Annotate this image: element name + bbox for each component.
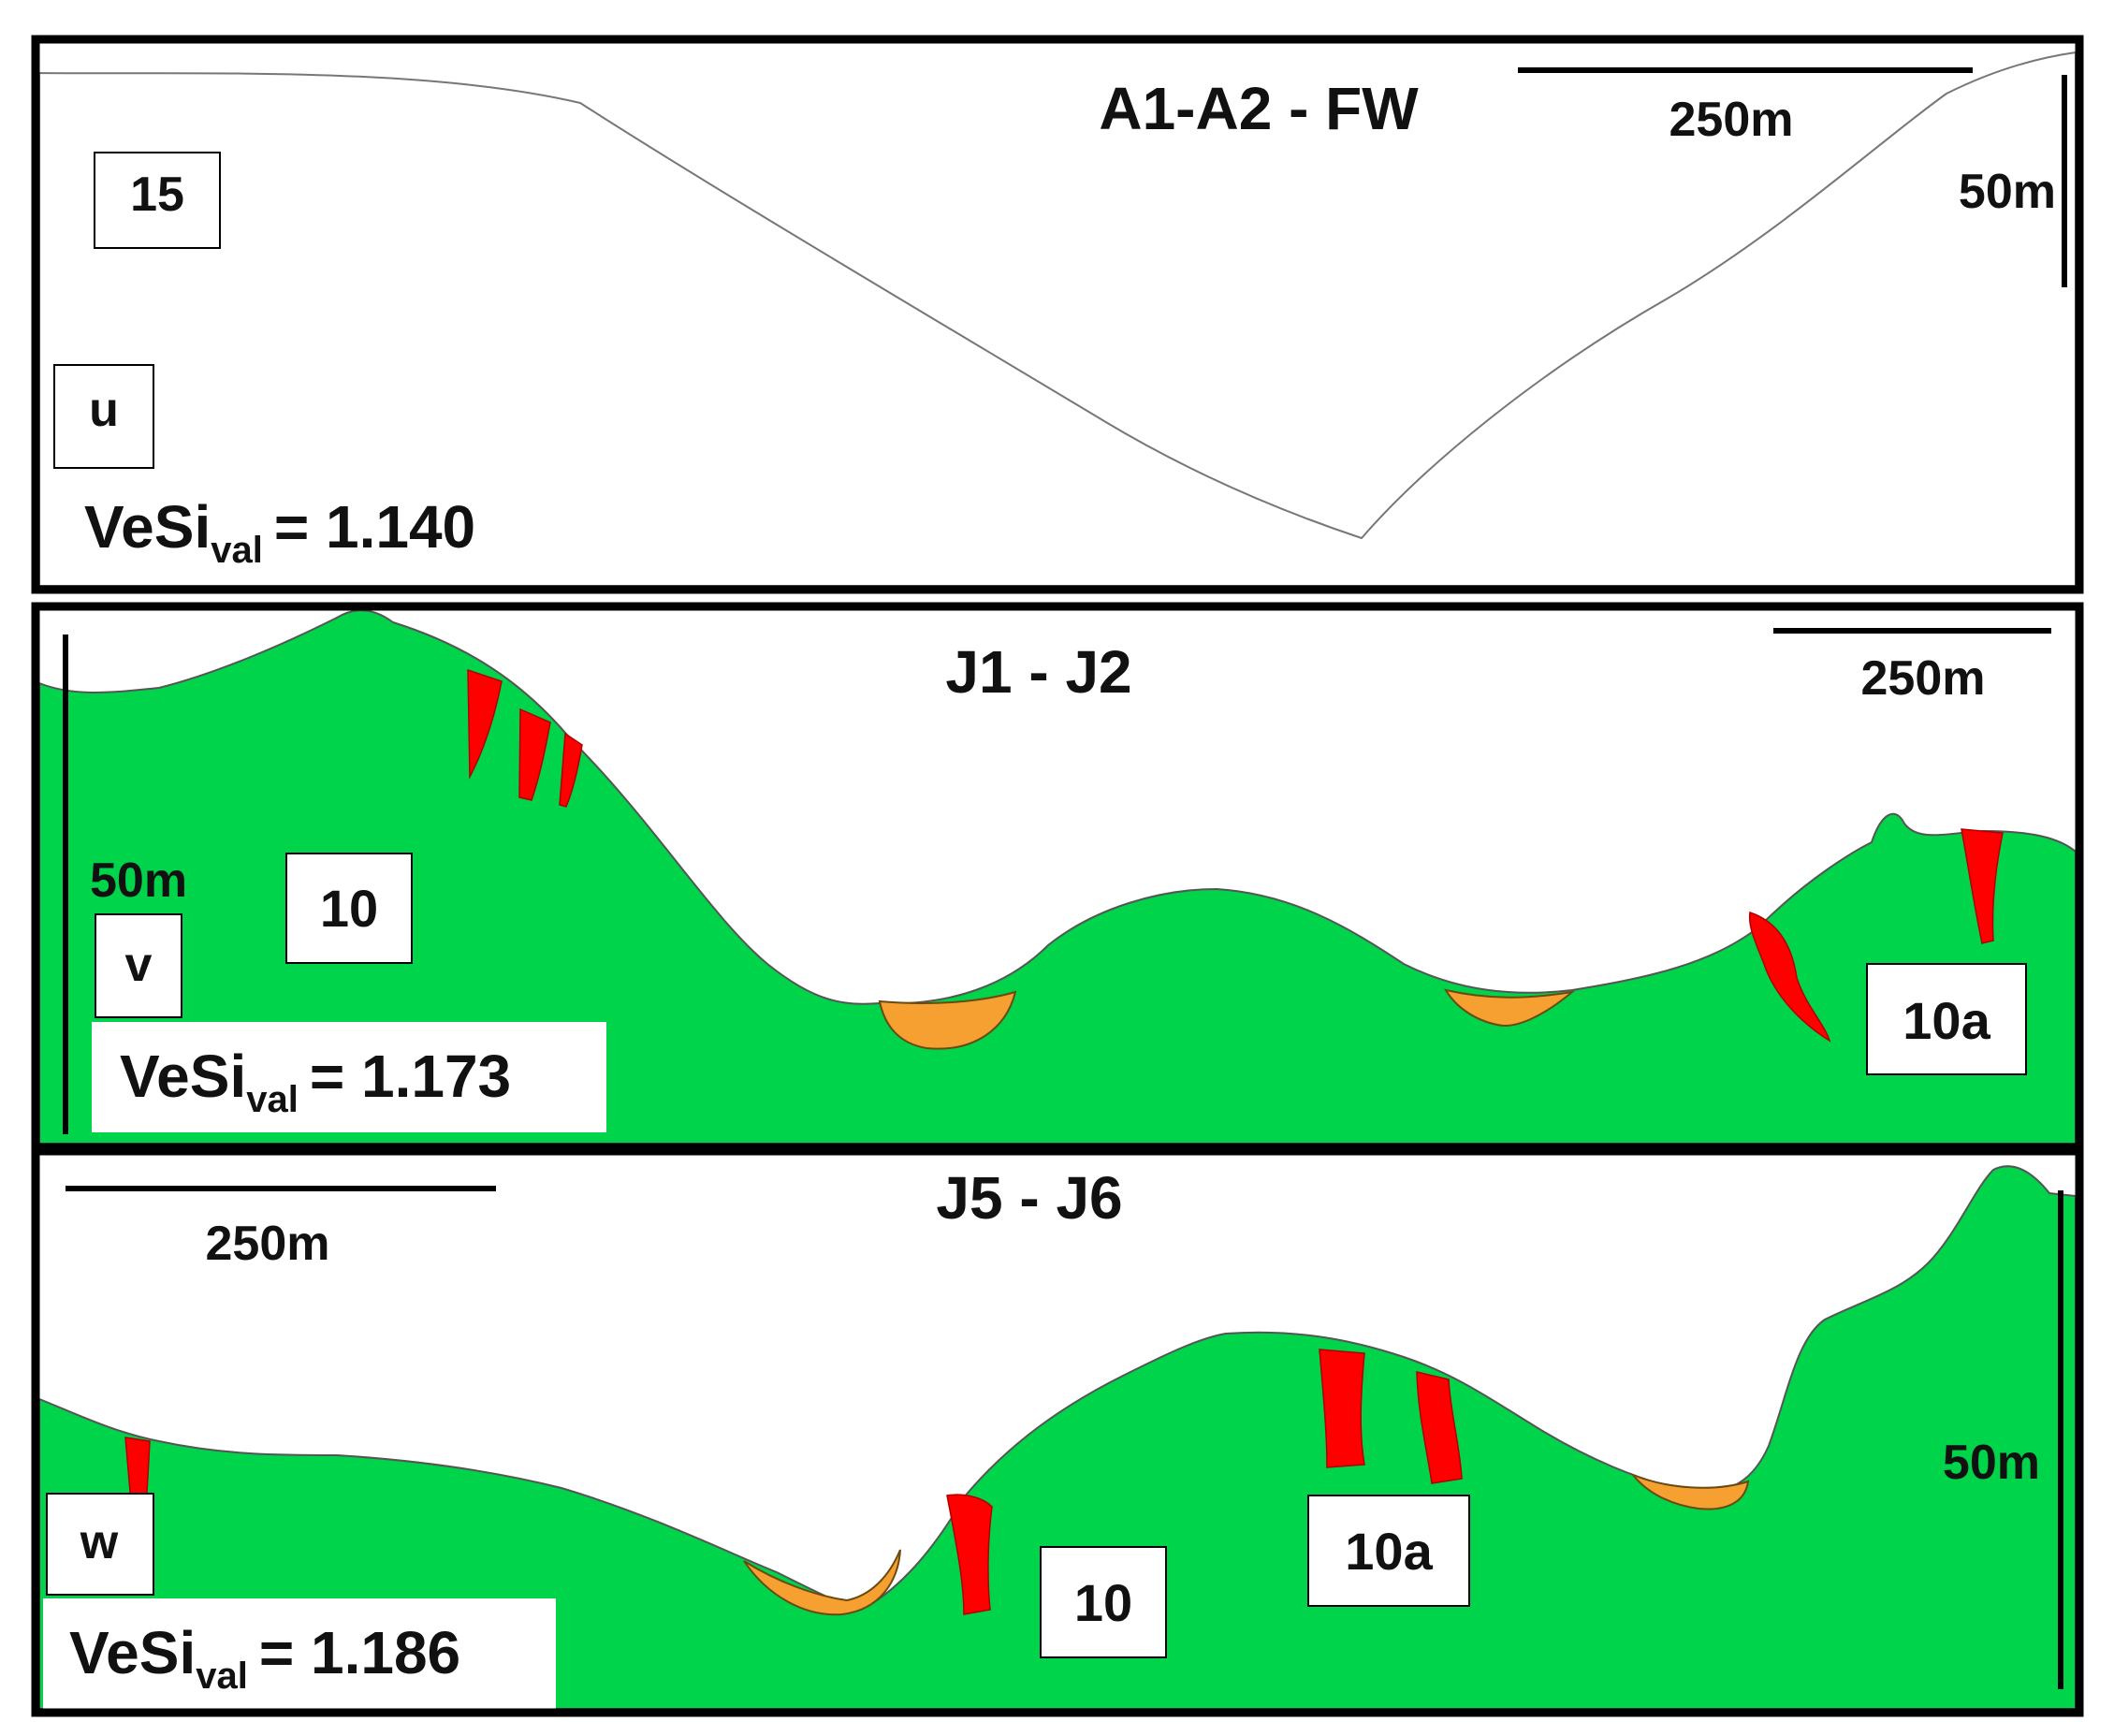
vesi-index-v: VeSival = 1.173 xyxy=(120,1043,511,1120)
vein-v-1 xyxy=(467,668,503,780)
terrain-profile-green xyxy=(38,609,2077,1145)
vertical-scale-label: 50m xyxy=(90,853,187,908)
vertical-scale-label: 50m xyxy=(1943,1436,2040,1490)
panel-frame-u xyxy=(31,35,2084,594)
vesi-index-w: VeSival = 1.186 xyxy=(69,1619,460,1697)
vein-w-4 xyxy=(1416,1371,1463,1484)
unit-label-10a: 10a xyxy=(1903,991,1990,1050)
horizontal-scale-label: 250m xyxy=(206,1217,330,1271)
index-box xyxy=(54,473,571,585)
fan-v-2 xyxy=(1443,988,1576,1027)
vesi-index-u: VeSival = 1.140 xyxy=(84,493,475,571)
panel-title-v: J1 - J2 xyxy=(945,638,1131,706)
panel-letter-u: u xyxy=(89,383,119,437)
panel-title-w: J5 - J6 xyxy=(936,1164,1122,1232)
terrain-profile-green xyxy=(38,1165,2077,1710)
unit-label-box-10a xyxy=(1866,963,2027,1075)
unit-label-box-10 xyxy=(285,853,413,964)
panel-letter-w: w xyxy=(80,1515,119,1569)
panel-w: 10 10a w VeSival = 1.186 J5 - J6 250m 50m xyxy=(31,1146,2084,1717)
horizontal-scale-label: 250m xyxy=(1861,651,1986,706)
fan-v-1 xyxy=(878,990,1017,1050)
unit-label-box-10 xyxy=(1040,1546,1167,1658)
vein-v-3 xyxy=(559,732,583,808)
fan-w-2 xyxy=(1629,1472,1750,1510)
panel-letter-box xyxy=(53,364,154,469)
terrain-profile-checker xyxy=(38,51,2077,587)
unit-label-10: 10 xyxy=(1074,1573,1132,1632)
panel-letter-box xyxy=(46,1493,154,1596)
unit-label-box xyxy=(94,152,221,249)
panel-v: 10 10a v VeSival = 1.173 J1 - J2 250m 50m xyxy=(31,602,2084,1152)
unit-label-box-10a xyxy=(1307,1495,1470,1607)
fan-w-1 xyxy=(743,1549,901,1616)
horizontal-scale-label: 250m xyxy=(1669,93,1794,147)
panel-title-u: A1-A2 - FW xyxy=(1099,75,1419,142)
panel-letter-v: v xyxy=(125,938,153,992)
vertical-scale-label: 50m xyxy=(1959,165,2056,219)
vein-w-2 xyxy=(946,1494,993,1615)
unit-label-10a: 10a xyxy=(1345,1522,1433,1581)
panel-frame-w xyxy=(31,1146,2084,1717)
vein-v-4 xyxy=(1748,912,1831,1043)
index-box xyxy=(92,1022,606,1132)
vein-w-3 xyxy=(1319,1349,1365,1468)
vein-v-2 xyxy=(518,708,551,801)
unit-label-10: 10 xyxy=(320,879,378,938)
panel-u: 15 u VeSival = 1.140 A1-A2 - FW 250m 50m xyxy=(31,35,2084,594)
index-box xyxy=(43,1598,556,1709)
panel-letter-box xyxy=(95,913,182,1018)
vein-v-5 xyxy=(1961,828,2004,944)
unit-label-15: 15 xyxy=(130,168,184,222)
